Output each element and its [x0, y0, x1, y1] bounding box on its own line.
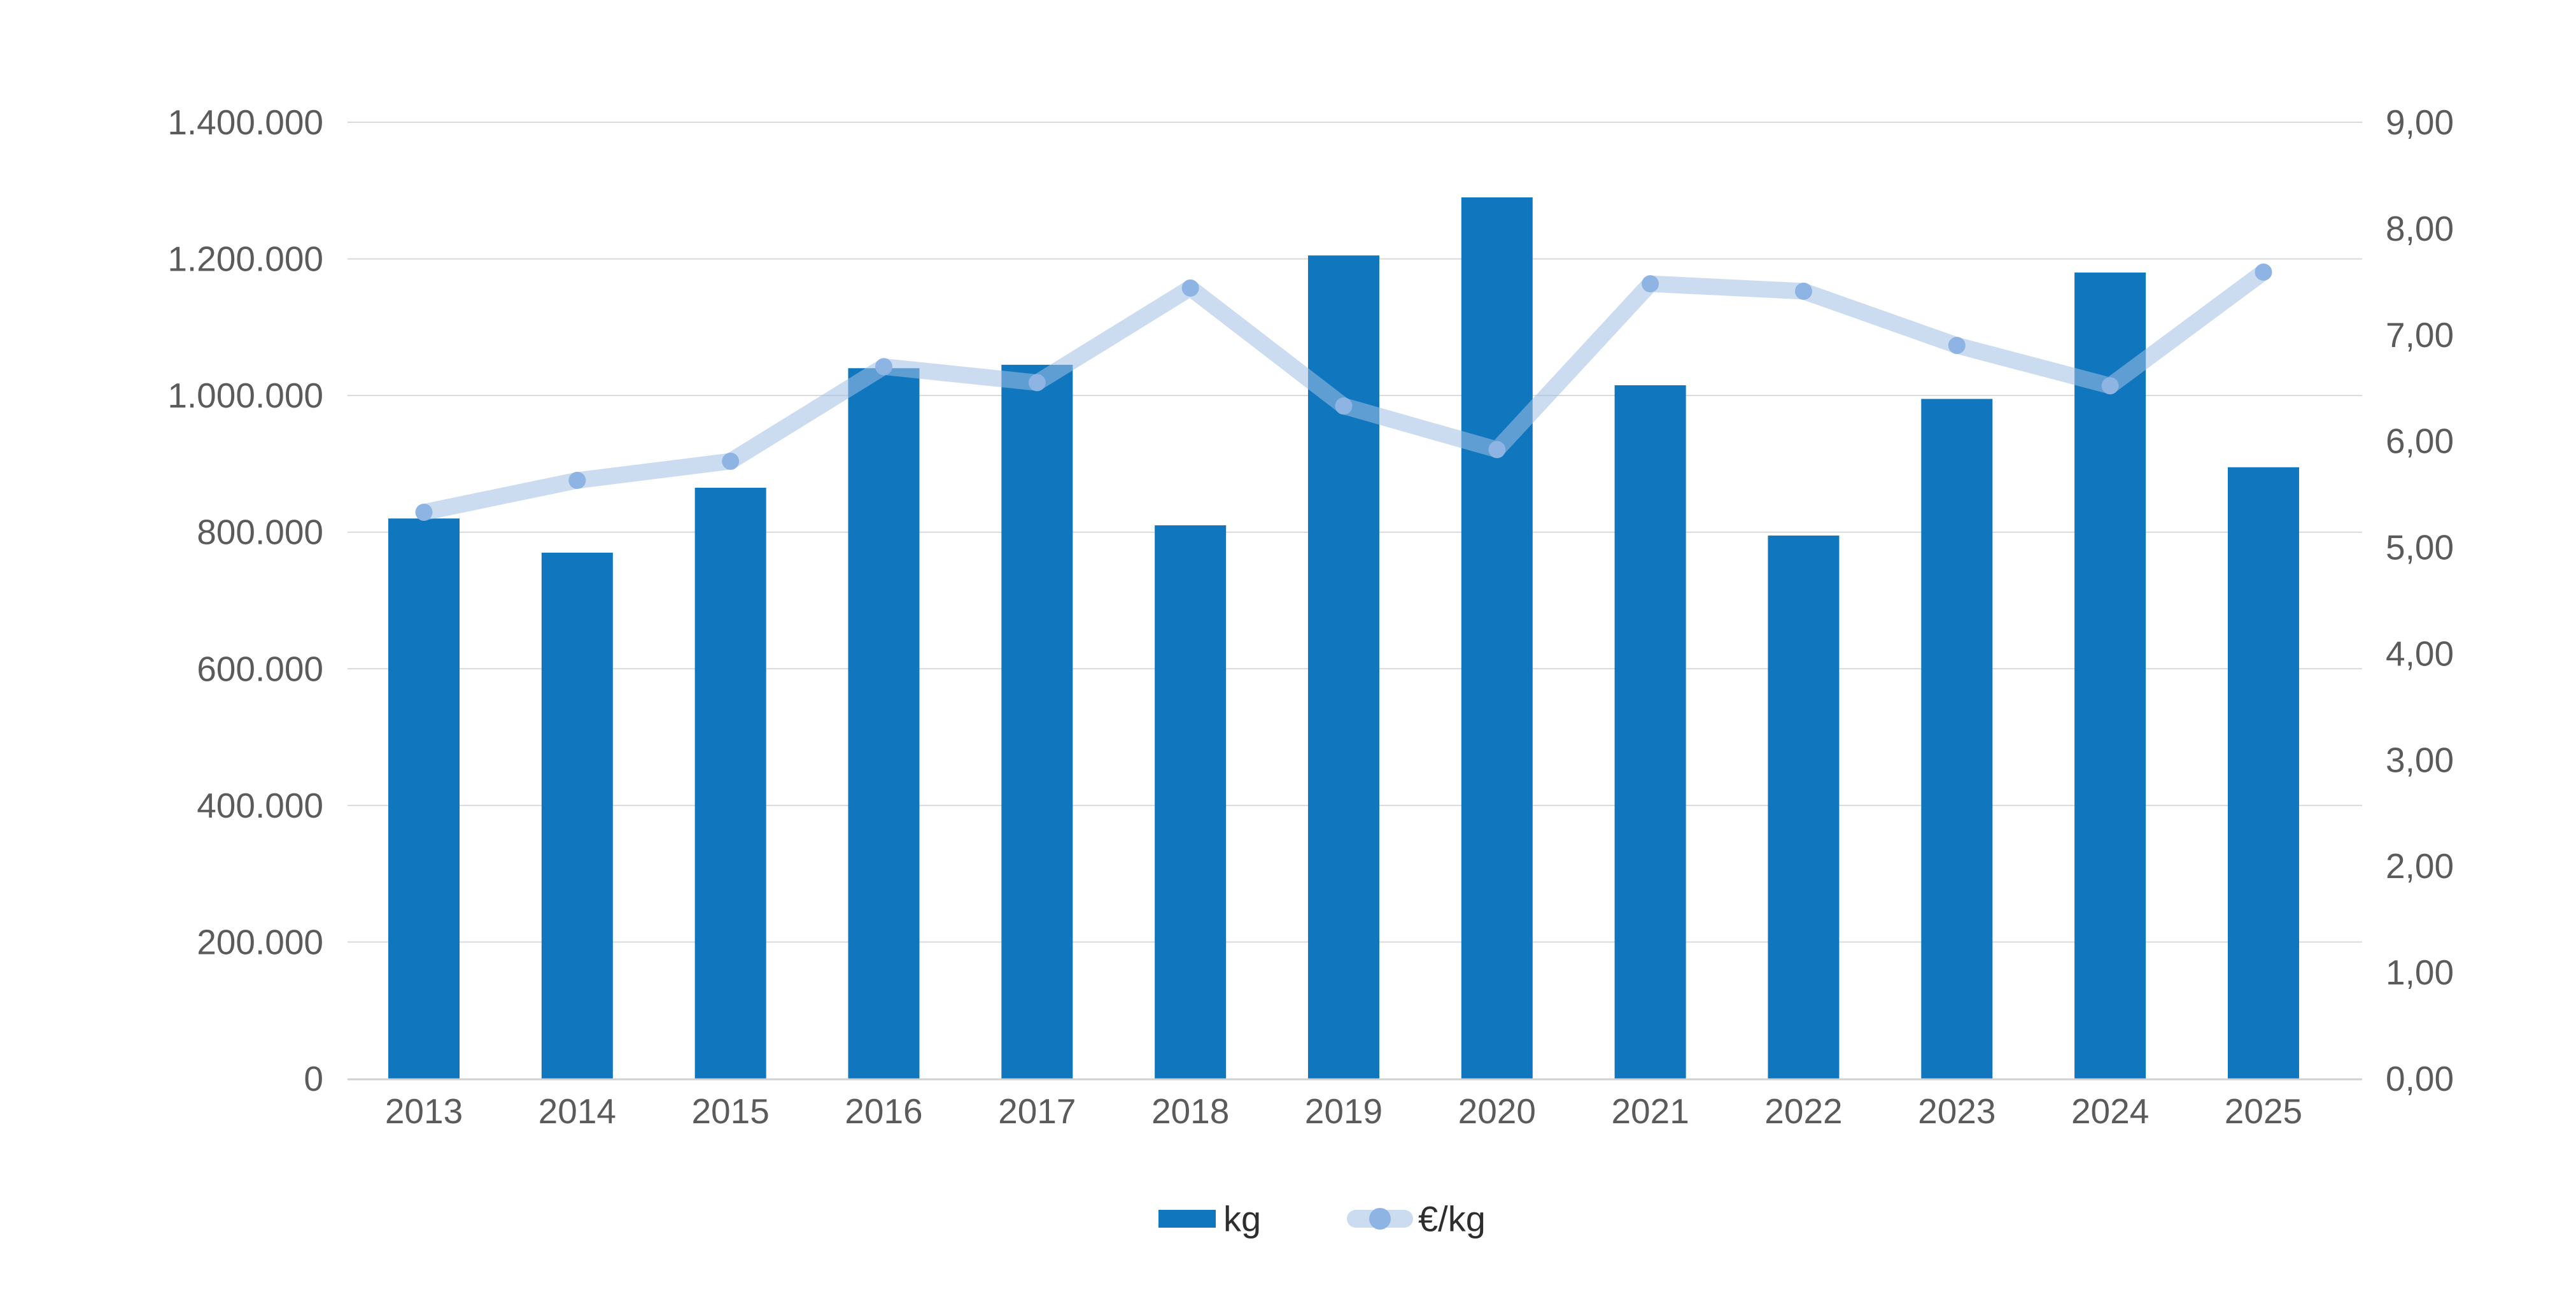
y-right-tick-label: 5,00: [2386, 528, 2454, 567]
bar-2020[interactable]: [1461, 197, 1533, 1079]
legend-kg-label: kg: [1223, 1199, 1261, 1239]
x-tick-label-2025: 2025: [2225, 1091, 2302, 1131]
bar-2014[interactable]: [541, 552, 613, 1079]
y-right-tick-label: 4,00: [2386, 634, 2454, 673]
y-left-tick-label: 1.200.000: [167, 239, 323, 279]
bar-2022[interactable]: [1768, 536, 1840, 1079]
y-left-tick-label: 0: [304, 1059, 323, 1098]
data-point-dot-2019[interactable]: [1335, 397, 1353, 415]
x-tick-label-2022: 2022: [1764, 1091, 1842, 1131]
y-axis-right-labels: 0,00 1,00 2,00 3,00 4,00 5,00 6,00 7,00 8,00 9,00: [2386, 103, 2454, 1098]
chart-legend: kg €/kg: [1158, 1199, 1486, 1239]
y-left-tick-label: 600.000: [197, 649, 323, 688]
data-point-dot-2014[interactable]: [568, 471, 586, 489]
bar-2025[interactable]: [2227, 467, 2299, 1079]
x-tick-label-2024: 2024: [2071, 1091, 2149, 1131]
y-right-tick-label: 0,00: [2386, 1059, 2454, 1098]
data-point-dot-2016[interactable]: [875, 358, 892, 376]
x-tick-label-2023: 2023: [1918, 1091, 1995, 1131]
data-point-dot-2022[interactable]: [1794, 282, 1812, 300]
bar-2013[interactable]: [388, 518, 460, 1079]
line-series-dots: [415, 263, 2272, 521]
y-left-tick-label: 800.000: [197, 513, 323, 552]
x-tick-label-2017: 2017: [998, 1091, 1076, 1131]
y-left-tick-label: 200.000: [197, 922, 323, 962]
data-point-dot-2013[interactable]: [415, 503, 433, 521]
x-tick-label-2018: 2018: [1151, 1091, 1229, 1131]
x-tick-label-2020: 2020: [1458, 1091, 1536, 1131]
data-point-dot-2015[interactable]: [722, 452, 740, 470]
y-right-tick-label: 3,00: [2386, 740, 2454, 779]
data-point-dot-2018[interactable]: [1181, 279, 1199, 297]
y-left-tick-label: 1.400.000: [167, 103, 323, 142]
bar-series-kg: [388, 197, 2299, 1079]
bar-2015[interactable]: [694, 487, 766, 1079]
legend-kg-swatch: [1158, 1210, 1216, 1228]
bar-2017[interactable]: [1001, 364, 1073, 1079]
y-right-tick-label: 8,00: [2386, 209, 2454, 248]
legend-item-eur-kg[interactable]: €/kg: [1347, 1199, 1486, 1239]
y-right-tick-label: 6,00: [2386, 422, 2454, 461]
x-tick-label-2015: 2015: [691, 1091, 769, 1131]
y-left-tick-label: 1.000.000: [167, 376, 323, 415]
bar-2024[interactable]: [2074, 273, 2146, 1079]
bar-2016[interactable]: [848, 368, 920, 1079]
legend-eur-kg-label: €/kg: [1418, 1199, 1486, 1239]
x-tick-label-2013: 2013: [385, 1091, 463, 1131]
data-point-dot-2024[interactable]: [2101, 377, 2119, 395]
data-point-dot-2023[interactable]: [1948, 336, 1966, 354]
x-tick-label-2016: 2016: [845, 1091, 922, 1131]
y-right-tick-label: 1,00: [2386, 953, 2454, 992]
y-right-tick-label: 9,00: [2386, 103, 2454, 142]
legend-item-kg[interactable]: kg: [1158, 1199, 1261, 1239]
bar-2021[interactable]: [1614, 385, 1686, 1079]
x-tick-label-2021: 2021: [1611, 1091, 1689, 1131]
data-point-dot-2025[interactable]: [2255, 263, 2272, 281]
data-point-dot-2017[interactable]: [1028, 374, 1046, 392]
y-axis-left-labels: 0 200.000 400.000 600.000 800.000 1.000.000 1.…: [167, 103, 323, 1098]
bar-2018[interactable]: [1155, 525, 1227, 1079]
data-point-dot-2020[interactable]: [1488, 441, 1506, 458]
data-point-dot-2021[interactable]: [1642, 275, 1659, 293]
y-right-tick-label: 7,00: [2386, 315, 2454, 355]
legend-eur-kg-dot-swatch: [1369, 1208, 1391, 1230]
x-axis-labels: 2013 2014 2015 2016 2017 2018 2019 2020 2021 2022…: [385, 1091, 2302, 1131]
y-right-tick-label: 2,00: [2386, 846, 2454, 886]
x-tick-label-2014: 2014: [538, 1091, 616, 1131]
bar-2023[interactable]: [1921, 399, 1993, 1079]
y-left-tick-label: 400.000: [197, 786, 323, 825]
x-tick-label-2019: 2019: [1305, 1091, 1383, 1131]
